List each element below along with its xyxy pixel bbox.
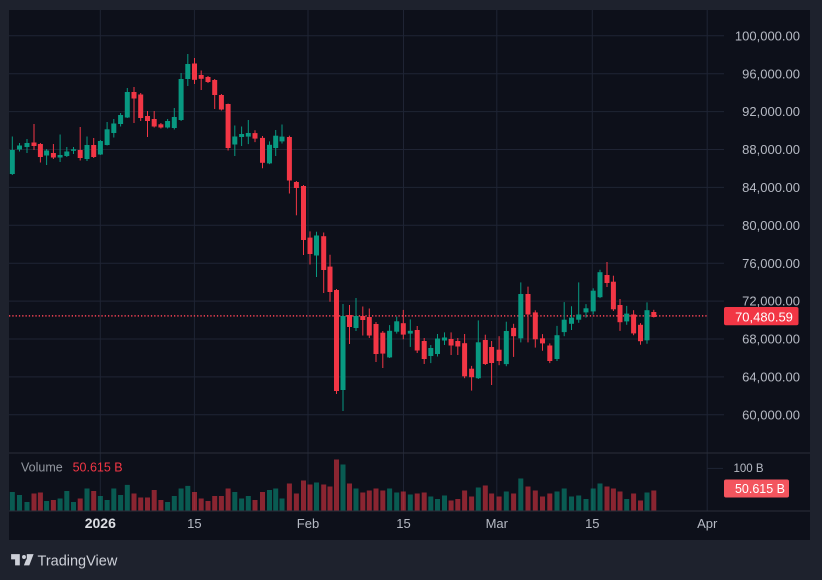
svg-text:68,000.00: 68,000.00 bbox=[742, 332, 800, 347]
svg-text:TradingView: TradingView bbox=[38, 554, 118, 570]
svg-text:84,000.00: 84,000.00 bbox=[742, 180, 800, 195]
svg-text:15: 15 bbox=[396, 516, 410, 531]
svg-text:Volume: Volume bbox=[21, 461, 63, 475]
svg-text:15: 15 bbox=[585, 516, 599, 531]
svg-text:15: 15 bbox=[187, 516, 201, 531]
svg-text:50.615 B: 50.615 B bbox=[735, 482, 785, 496]
svg-text:70,480.59: 70,480.59 bbox=[735, 309, 793, 324]
svg-text:100 B: 100 B bbox=[734, 463, 764, 475]
svg-text:88,000.00: 88,000.00 bbox=[742, 142, 800, 157]
svg-text:Mar: Mar bbox=[486, 516, 509, 531]
svg-text:64,000.00: 64,000.00 bbox=[742, 370, 800, 385]
svg-text:50.615 B: 50.615 B bbox=[73, 461, 123, 475]
svg-text:100,000.00: 100,000.00 bbox=[735, 28, 800, 43]
svg-text:2026: 2026 bbox=[85, 515, 116, 531]
svg-text:Feb: Feb bbox=[297, 516, 319, 531]
svg-text:72,000.00: 72,000.00 bbox=[742, 294, 800, 309]
svg-text:80,000.00: 80,000.00 bbox=[742, 218, 800, 233]
svg-text:96,000.00: 96,000.00 bbox=[742, 66, 800, 81]
svg-text:60,000.00: 60,000.00 bbox=[742, 407, 800, 422]
svg-text:76,000.00: 76,000.00 bbox=[742, 256, 800, 271]
svg-text:Apr: Apr bbox=[697, 516, 718, 531]
svg-text:92,000.00: 92,000.00 bbox=[742, 104, 800, 119]
